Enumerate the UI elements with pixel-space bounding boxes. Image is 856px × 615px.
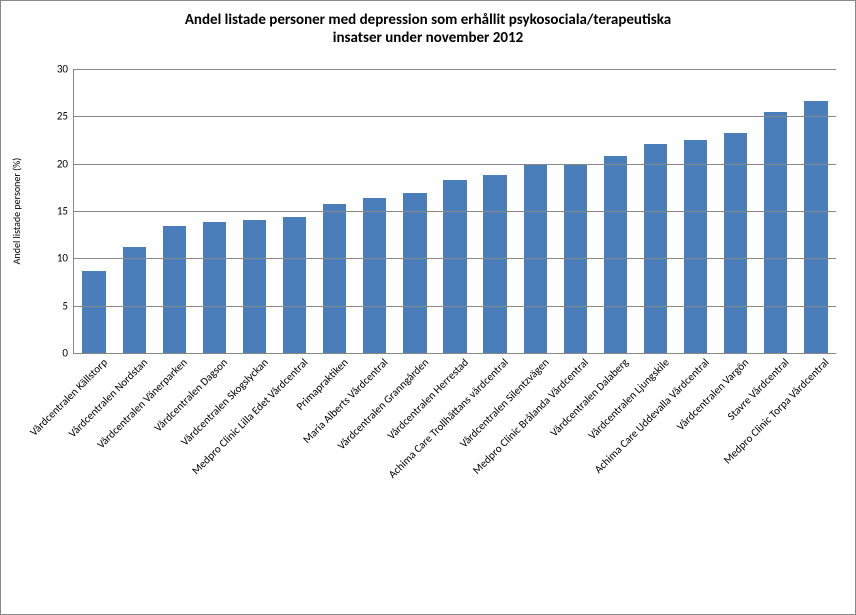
ytick-label: 0: [62, 347, 74, 360]
bar: [323, 204, 346, 353]
gridline: [74, 211, 836, 212]
bar: [82, 271, 105, 353]
gridline: [74, 258, 836, 259]
ytick-label: 30: [57, 63, 74, 76]
bar: [644, 144, 667, 353]
chart-title: Andel listade personer med depression so…: [1, 11, 855, 47]
bar: [724, 133, 747, 353]
gridline: [74, 164, 836, 165]
bar: [764, 112, 787, 353]
gridline: [74, 69, 836, 70]
ytick-label: 25: [57, 110, 74, 123]
y-axis-title: Andel listade personer (%): [10, 158, 23, 265]
gridline: [74, 306, 836, 307]
bar: [804, 101, 827, 353]
bar: [604, 156, 627, 353]
ytick-label: 15: [57, 205, 74, 218]
bar: [483, 175, 506, 353]
bar: [123, 247, 146, 353]
bar: [363, 198, 386, 353]
bar: [403, 193, 426, 353]
bar: [243, 220, 266, 353]
chart-container: Andel listade personer med depression so…: [0, 0, 856, 615]
chart-title-line2: insatser under november 2012: [1, 29, 855, 47]
chart-title-line1: Andel listade personer med depression so…: [1, 11, 855, 29]
gridline: [74, 116, 836, 117]
ytick-label: 10: [57, 252, 74, 265]
bar: [203, 222, 226, 353]
bar: [283, 217, 306, 353]
bar: [163, 226, 186, 353]
bar: [684, 140, 707, 353]
ytick-label: 20: [57, 157, 74, 170]
ytick-label: 5: [62, 299, 74, 312]
bar: [443, 180, 466, 353]
plot-area: Vårdcentralen KällstorpVårdcentralen Nor…: [73, 69, 836, 354]
